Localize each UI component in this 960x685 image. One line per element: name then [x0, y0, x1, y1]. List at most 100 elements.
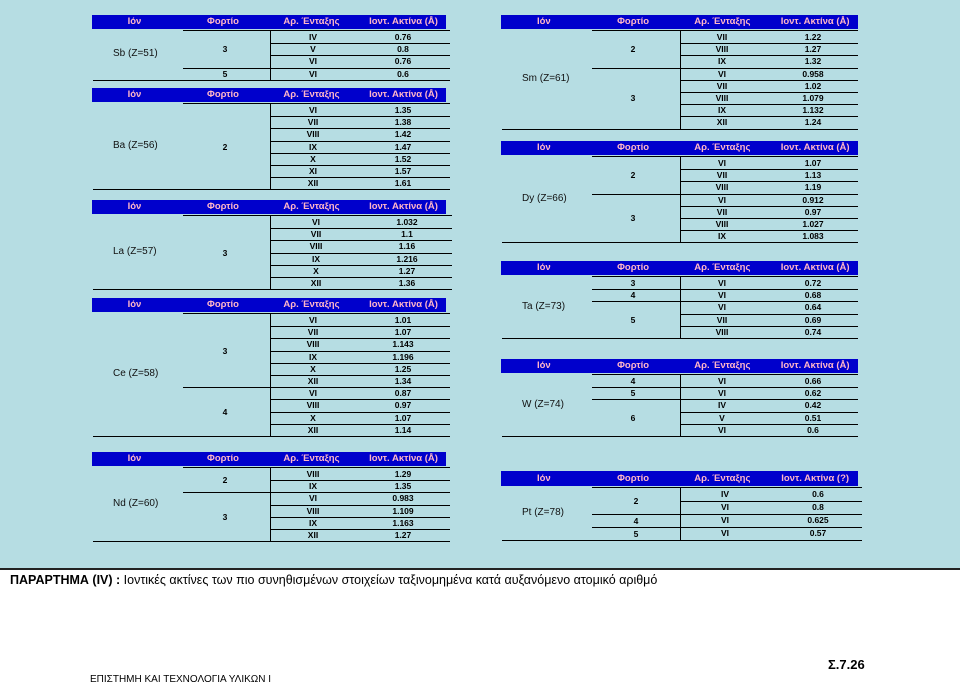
ionic-radius-cell: 0.76: [394, 32, 412, 42]
table-top-rule: [183, 467, 450, 468]
coordination-number-cell: VI: [308, 68, 318, 79]
coordination-number-cell: IX: [717, 231, 727, 242]
table-bottom-rule: [502, 242, 858, 244]
header-cell-coordination: Αρ. Ένταξης: [283, 16, 340, 27]
ionic-radius-cell: 1.032: [396, 217, 418, 227]
ionic-radius-cell: 0.62: [804, 388, 822, 399]
header-cell-charge: Φορτίο: [617, 142, 650, 153]
row-divider-line: [270, 399, 450, 401]
coordination-number-cell: XI: [308, 166, 318, 176]
ionic-radius-cell: 1.34: [394, 376, 412, 386]
header-cell-ion: Ιόν: [127, 453, 142, 464]
ionic-radius-cell: 1.07: [394, 327, 412, 338]
coordination-number-cell: VIII: [309, 241, 323, 252]
charge-cell: 2: [633, 496, 639, 506]
row-divider-line: [270, 529, 450, 530]
row-divider-line: [270, 338, 450, 340]
table-top-rule: [592, 30, 858, 31]
ionic-radius-cell: 0.6: [812, 489, 824, 499]
table-bottom-rule: [502, 338, 858, 339]
header-cell-charge: Φορτίο: [617, 16, 650, 27]
column-divider-line: [270, 314, 271, 436]
charge-cell: 3: [222, 44, 228, 55]
ionic-radius-cell: 0.51: [804, 412, 822, 423]
column-divider-line: [680, 31, 681, 129]
row-divider-line: [270, 152, 450, 154]
ionic-radius-cell: 0.76: [394, 56, 412, 67]
charge-cell: 5: [630, 314, 636, 325]
element-label: Dy (Z=66): [522, 192, 567, 204]
coordination-number-cell: VII: [716, 80, 728, 91]
page-number: Σ.7.26: [828, 657, 865, 672]
charge-cell: 4: [630, 376, 636, 387]
coordination-number-cell: VI: [717, 424, 727, 435]
header-cell-charge: Φορτίο: [207, 299, 239, 310]
ionic-radius-cell: 0.8: [397, 44, 409, 55]
row-divider-line: [680, 67, 858, 69]
header-cell-ion: Ιόν: [536, 360, 551, 371]
coordination-number-cell: IX: [308, 351, 318, 362]
row-divider-line: [680, 92, 858, 93]
ionic-radius-cell: 0.42: [804, 400, 822, 411]
row-divider-line: [270, 252, 452, 254]
header-cell-radius: Ιοντ. Ακτίνα (Å): [780, 262, 850, 273]
row-divider-line: [270, 326, 450, 328]
ionic-radius-cell: 1.196: [392, 351, 414, 362]
ionic-radius-cell: 1.42: [394, 129, 412, 140]
header-cell-radius: Ιοντ. Ακτίνα (Å): [369, 16, 438, 27]
column-divider-line: [680, 157, 681, 243]
row-divider-line: [270, 228, 452, 230]
ionic-radius-cell: 1.32: [804, 56, 822, 67]
row-divider-line: [680, 230, 858, 232]
ionic-radius-cell: 1.22: [804, 32, 822, 42]
row-divider-line: [680, 181, 858, 183]
ionic-radius-cell: 1.02: [804, 80, 822, 91]
element-label: W (Z=74): [522, 398, 564, 410]
coordination-number-cell: IX: [308, 141, 318, 152]
row-divider-line: [680, 301, 858, 303]
charge-cell: 3: [222, 511, 228, 522]
row-divider-line: [680, 399, 858, 401]
ionic-radius-cell: 1.27: [398, 265, 416, 276]
row-divider-line: [270, 67, 450, 69]
table-top-rule: [592, 487, 862, 488]
row-divider-line: [680, 218, 858, 219]
ionic-radius-cell: 0.6: [397, 68, 409, 79]
table-bottom-rule: [502, 540, 862, 541]
caption-text: Ιοντικές ακτίνες των πιο συνηθισμένων στ…: [120, 573, 658, 587]
row-divider-line: [680, 55, 858, 57]
ionic-radius-cell: 1.61: [394, 178, 412, 189]
coordination-number-cell: IV: [720, 489, 730, 499]
ionic-radius-cell: 1.27: [804, 44, 822, 55]
column-divider-line: [270, 104, 271, 190]
table-top-rule: [183, 215, 452, 216]
ionic-radius-cell: 1.027: [802, 219, 824, 229]
ionic-radius-cell: 0.625: [807, 515, 829, 525]
header-cell-charge: Φορτίο: [207, 89, 239, 100]
table-header-row: Ιόν Φορτίο Αρ. Ένταξης Ιοντ. Ακτίνα (Å): [92, 200, 446, 214]
table-top-rule: [183, 30, 450, 31]
row-divider-line: [680, 104, 858, 106]
row-divider-line: [270, 362, 450, 364]
ionic-radius-cell: 1.27: [394, 530, 412, 540]
column-divider-line: [680, 488, 681, 540]
coordination-number-cell: VIII: [715, 182, 729, 193]
ionic-radius-cell: 1.35: [394, 105, 412, 115]
header-cell-ion: Ιόν: [536, 473, 551, 484]
header-cell-coordination: Αρ. Ένταξης: [283, 453, 340, 464]
row-divider-line: [270, 375, 450, 376]
ionic-radius-cell: 0.72: [804, 278, 822, 288]
row-divider-line: [680, 116, 858, 118]
element-label: Pt (Z=78): [522, 507, 564, 518]
row-divider-line: [270, 423, 450, 425]
charge-cell: 2: [222, 475, 228, 486]
ionic-radius-cell: 1.57: [394, 166, 412, 176]
coordination-number-cell: VI: [717, 278, 727, 288]
coordination-number-cell: VI: [717, 376, 727, 386]
ionic-radius-cell: 1.14: [394, 424, 412, 435]
coordination-number-cell: VI: [717, 290, 727, 301]
charge-cell: 4: [630, 290, 636, 301]
coordination-number-cell: XII: [307, 376, 319, 386]
ionic-radius-cell: 1.132: [802, 105, 824, 116]
table-header-row: Ιόν Φορτίο Αρ. Ένταξης Ιοντ. Ακτίνα (Å): [501, 359, 858, 373]
